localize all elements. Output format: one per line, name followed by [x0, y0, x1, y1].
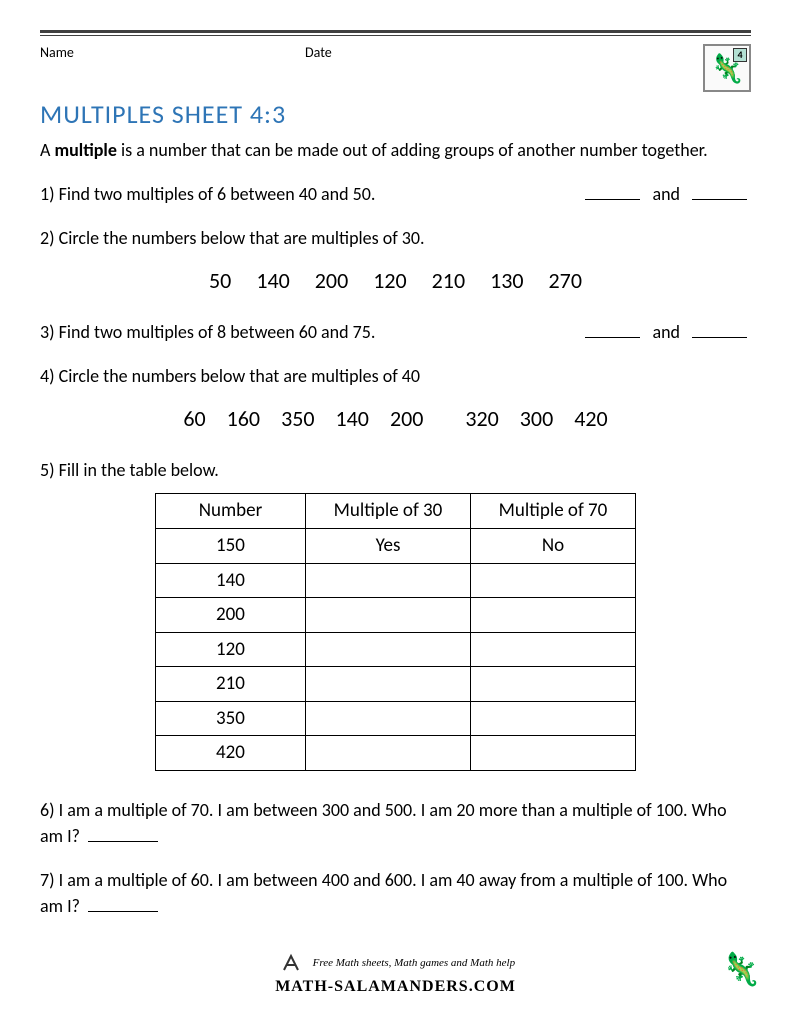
q4-numbers[interactable]: 60 160 350 140 200 320 300 420 [40, 403, 751, 435]
cell[interactable] [471, 632, 636, 667]
header-row: Name Date 🦎 4 [40, 44, 751, 92]
cell[interactable] [471, 667, 636, 702]
col-header: Multiple of 30 [306, 494, 471, 529]
question-5: 5) Fill in the table below. Number Multi… [40, 457, 751, 770]
q4-num[interactable]: 60 [183, 405, 205, 432]
question-6: 6) I am a multiple of 70. I am between 3… [40, 797, 751, 849]
cell: 200 [156, 598, 306, 633]
q2-num[interactable]: 120 [373, 267, 406, 294]
cell[interactable]: No [471, 528, 636, 563]
table-row: 120 [156, 632, 636, 667]
cell[interactable] [471, 701, 636, 736]
q2-num[interactable]: 50 [209, 267, 231, 294]
question-7: 7) I am a multiple of 60. I am between 4… [40, 867, 751, 919]
table-row: 200 [156, 598, 636, 633]
q1-blank-1[interactable] [585, 182, 640, 200]
table-row: 140 [156, 563, 636, 598]
q5-text: 5) Fill in the table below. [40, 457, 751, 483]
footer-tagline: Free Math sheets, Math games and Math he… [313, 957, 515, 969]
page-top-rule [40, 30, 751, 36]
question-1: 1) Find two multiples of 6 between 40 an… [40, 181, 751, 207]
q4-num[interactable]: 350 [281, 405, 314, 432]
table-row: 350 [156, 701, 636, 736]
q2-num[interactable]: 140 [256, 267, 289, 294]
grade-badge: 4 [733, 48, 747, 62]
cell[interactable] [306, 667, 471, 702]
q4-num[interactable]: 320 [465, 405, 498, 432]
cell: 420 [156, 736, 306, 771]
q4-num[interactable]: 140 [336, 405, 369, 432]
q2-numbers[interactable]: 50 140 200 120 210 130 270 [40, 265, 751, 297]
q1-joiner: and [652, 181, 680, 207]
cell[interactable] [471, 736, 636, 771]
cell: 210 [156, 667, 306, 702]
intro-suffix: is a number that can be made out of addi… [117, 139, 708, 161]
table-row: 210 [156, 667, 636, 702]
question-2: 2) Circle the numbers below that are mul… [40, 225, 751, 297]
q2-num[interactable]: 200 [315, 267, 348, 294]
cell[interactable]: Yes [306, 528, 471, 563]
cell[interactable] [306, 701, 471, 736]
cell[interactable] [306, 563, 471, 598]
intro-text: A multiple is a number that can be made … [40, 138, 751, 163]
cell[interactable] [471, 598, 636, 633]
q2-num[interactable]: 210 [432, 267, 465, 294]
cell[interactable] [306, 632, 471, 667]
table-row: 420 [156, 736, 636, 771]
q2-num[interactable]: 270 [549, 267, 582, 294]
q6-blank[interactable] [88, 824, 158, 842]
name-label: Name [40, 44, 305, 61]
intro-bold: multiple [54, 139, 116, 161]
footer-logo-icon [276, 948, 306, 978]
q4-num[interactable]: 160 [227, 405, 260, 432]
cell[interactable] [306, 598, 471, 633]
cell[interactable] [306, 736, 471, 771]
footer: Free Math sheets, Math games and Math he… [0, 948, 791, 996]
q5-table: Number Multiple of 30 Multiple of 70 150… [155, 493, 636, 770]
date-label: Date [305, 44, 703, 61]
q2-text: 2) Circle the numbers below that are mul… [40, 225, 751, 251]
cell[interactable] [471, 563, 636, 598]
cell: 150 [156, 528, 306, 563]
q4-num[interactable]: 300 [520, 405, 553, 432]
q3-text: 3) Find two multiples of 8 between 60 an… [40, 319, 573, 345]
q1-text: 1) Find two multiples of 6 between 40 an… [40, 181, 573, 207]
cell: 350 [156, 701, 306, 736]
q7-blank[interactable] [88, 894, 158, 912]
col-header: Number [156, 494, 306, 529]
q3-blank-1[interactable] [585, 320, 640, 338]
table-header-row: Number Multiple of 30 Multiple of 70 [156, 494, 636, 529]
q4-num[interactable]: 420 [574, 405, 607, 432]
question-4: 4) Circle the numbers below that are mul… [40, 363, 751, 435]
col-header: Multiple of 70 [471, 494, 636, 529]
grade-logo: 🦎 4 [703, 44, 751, 92]
question-3: 3) Find two multiples of 8 between 60 an… [40, 319, 751, 345]
footer-brand: MATH-SALAMANDERS.COM [275, 978, 516, 995]
q4-text: 4) Circle the numbers below that are mul… [40, 363, 751, 389]
q1-blank-2[interactable] [692, 182, 747, 200]
page-title: MULTIPLES SHEET 4:3 [40, 98, 751, 130]
q4-num[interactable]: 200 [390, 405, 423, 432]
q3-joiner: and [652, 319, 680, 345]
table-row: 150YesNo [156, 528, 636, 563]
q3-blank-2[interactable] [692, 320, 747, 338]
cell: 120 [156, 632, 306, 667]
q2-num[interactable]: 130 [490, 267, 523, 294]
intro-prefix: A [40, 139, 54, 161]
cell: 140 [156, 563, 306, 598]
